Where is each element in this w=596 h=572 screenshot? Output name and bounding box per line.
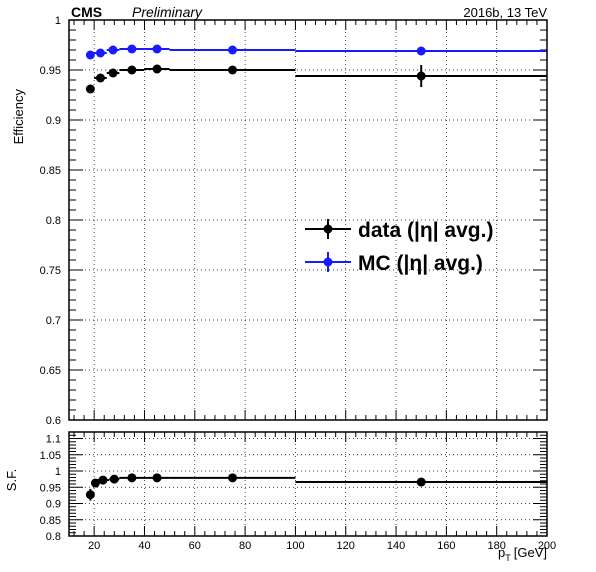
x-tick-label: 60 (189, 540, 201, 552)
scale-factor-frame (68, 431, 548, 537)
scale-factor-grid (69, 432, 547, 536)
x-tick-label: 20 (88, 540, 100, 552)
legend-label-data: data (|η| avg.) (358, 219, 493, 242)
run-info-label: 2016b, 13 TeV (463, 5, 547, 20)
y-tick-label: 0.9 (46, 499, 61, 511)
y-tick-label: 0.85 (40, 515, 61, 527)
y-tick-label: 0.8 (46, 531, 61, 543)
y-tick-label: 0.85 (40, 165, 61, 177)
legend-entry-mc: MC (|η| avg.) (305, 252, 483, 275)
x-tick-label: 80 (239, 540, 251, 552)
legend: data (|η| avg.) MC (|η| avg.) (305, 219, 493, 275)
efficiency-series (85, 44, 547, 94)
scale-factor-ticks (69, 431, 548, 537)
data-point (95, 73, 105, 83)
series-data (85, 64, 547, 94)
efficiency-y-tick-labels: 0.6 0.65 0.7 0.75 0.8 0.85 0.9 0.95 1 (40, 15, 61, 427)
efficiency-grid (69, 20, 547, 420)
preliminary-label: Preliminary (132, 4, 203, 20)
cms-label: CMS (71, 4, 102, 20)
y-tick-label: 0.95 (40, 65, 61, 77)
x-tick-label: 100 (286, 540, 304, 552)
x-tick-label: 40 (138, 540, 150, 552)
x-tick-label: 200 (538, 540, 556, 552)
data-point (416, 477, 426, 487)
series-mc (85, 44, 547, 60)
data-point (95, 48, 105, 58)
x-axis-title-subscript: T (505, 553, 511, 563)
data-point (85, 50, 95, 60)
data-point (416, 46, 426, 56)
data-point (152, 44, 162, 54)
data-point (228, 45, 238, 55)
y-tick-label: 0.6 (46, 415, 61, 427)
y-tick-label: 0.65 (40, 365, 61, 377)
y-tick-label: 1 (55, 15, 61, 27)
data-point (228, 65, 238, 75)
legend-marker-point-data (323, 224, 333, 234)
data-point (416, 71, 426, 81)
data-point (109, 474, 119, 484)
y-tick-label: 0.9 (46, 115, 61, 127)
data-point (152, 64, 162, 74)
data-point (228, 473, 238, 483)
y-tick-label: 1.05 (40, 450, 61, 462)
y-tick-label: 1.1 (46, 434, 61, 446)
data-point (85, 84, 95, 94)
data-point (108, 68, 118, 78)
legend-entry-data: data (|η| avg.) (305, 219, 493, 242)
legend-marker-point-mc (323, 257, 333, 267)
data-point (108, 45, 118, 55)
legend-label-mc: MC (|η| avg.) (358, 252, 483, 275)
y-tick-label: 0.8 (46, 215, 61, 227)
data-point (98, 475, 108, 485)
x-tick-label: 140 (387, 540, 405, 552)
data-point (127, 44, 137, 54)
scale-factor-axis-title: S.F. (4, 469, 19, 491)
efficiency-axis-title: Efficiency (11, 89, 26, 145)
efficiency-frame (68, 19, 548, 421)
scale-factor-y-tick-labels: 0.8 0.85 0.9 0.95 1 1.05 1.1 (40, 434, 61, 544)
x-tick-label: 160 (437, 540, 455, 552)
x-tick-label: 120 (337, 540, 355, 552)
y-tick-label: 0.95 (40, 482, 61, 494)
x-axis-title: pT [GeV] (498, 545, 547, 563)
scale-factor-panel: 0.8 0.85 0.9 0.95 1 1.05 1.1 20 40 60 80 100 120 140… (40, 431, 556, 552)
series-scale-factor (85, 473, 547, 501)
x-tick-label: 180 (488, 540, 506, 552)
data-point (127, 65, 137, 75)
y-tick-label: 1 (55, 466, 61, 478)
scale-factor-series (85, 473, 547, 501)
data-point (85, 490, 95, 500)
x-axis-title-main: p (498, 545, 505, 560)
data-point (127, 473, 137, 483)
data-point (152, 473, 162, 483)
y-tick-label: 0.7 (46, 315, 61, 327)
y-tick-label: 0.75 (40, 265, 61, 277)
x-tick-labels: 20 40 60 80 100 120 140 160 180 200 (88, 540, 556, 552)
efficiency-panel: 0.6 0.65 0.7 0.75 0.8 0.85 0.9 0.95 1 (40, 15, 548, 427)
x-axis-title-unit: [GeV] (514, 545, 547, 560)
